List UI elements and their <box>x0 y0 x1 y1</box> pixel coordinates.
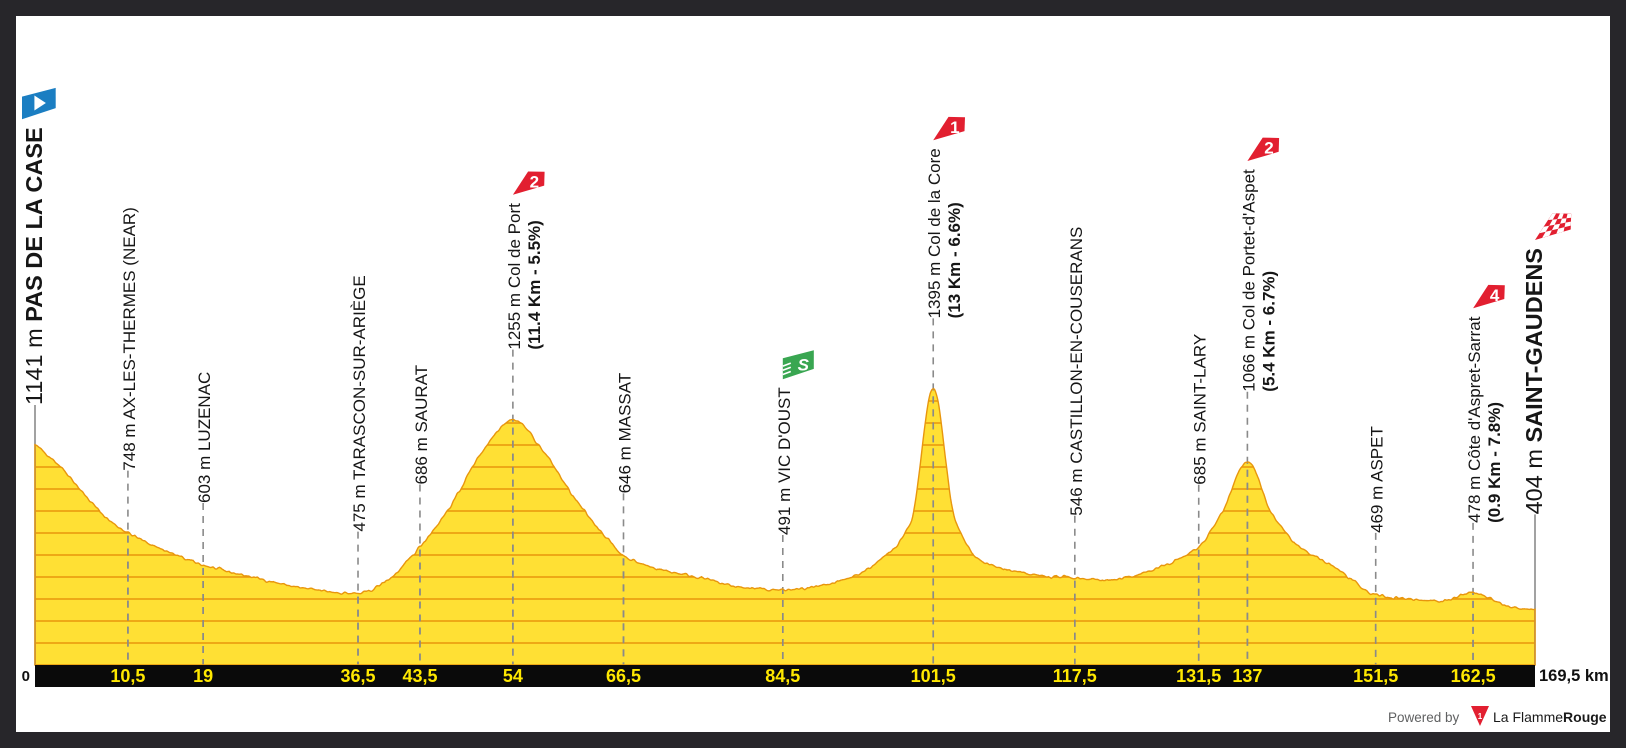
svg-text:117,5: 117,5 <box>1053 666 1097 686</box>
svg-text:748 m AX-LES-THERMES (NEAR): 748 m AX-LES-THERMES (NEAR) <box>120 207 139 471</box>
svg-text:(5.4 Km - 6.7%): (5.4 Km - 6.7%) <box>1259 271 1278 392</box>
svg-text:2: 2 <box>1264 139 1273 158</box>
svg-text:(13 Km - 6.6%): (13 Km - 6.6%) <box>945 202 964 318</box>
svg-text:475 m TARASCON-SUR-ARIÈGE: 475 m TARASCON-SUR-ARIÈGE <box>350 275 369 531</box>
svg-text:66,5: 66,5 <box>606 666 641 686</box>
svg-text:10,5: 10,5 <box>110 666 145 686</box>
svg-text:603 m LUZENAC: 603 m LUZENAC <box>195 372 214 503</box>
svg-text:137: 137 <box>1232 666 1262 686</box>
svg-text:151,5: 151,5 <box>1353 666 1398 686</box>
svg-text:404 m SAINT-GAUDENS: 404 m SAINT-GAUDENS <box>1521 248 1547 514</box>
svg-text:101,5: 101,5 <box>911 666 956 686</box>
svg-text:1: 1 <box>1478 712 1483 721</box>
svg-text:43,5: 43,5 <box>402 666 437 686</box>
svg-text:54: 54 <box>503 666 523 686</box>
svg-text:1066 m Col de Portet-d'Aspet: 1066 m Col de Portet-d'Aspet <box>1239 169 1258 392</box>
svg-text:169,5 km: 169,5 km <box>1539 667 1609 685</box>
svg-text:478 m Côte d'Aspret-Sarrat: 478 m Côte d'Aspret-Sarrat <box>1465 316 1484 523</box>
svg-text:1255 m Col de Port: 1255 m Col de Port <box>505 203 524 350</box>
svg-text:1141 m PAS DE LA CASE: 1141 m PAS DE LA CASE <box>21 127 47 405</box>
svg-text:La FlammeRouge: La FlammeRouge <box>1493 709 1607 725</box>
svg-text:469 m ASPET: 469 m ASPET <box>1368 426 1387 533</box>
svg-text:19: 19 <box>193 666 213 686</box>
svg-text:Powered by: Powered by <box>1388 710 1460 725</box>
svg-text:686 m SAURAT: 686 m SAURAT <box>412 365 431 485</box>
svg-text:0: 0 <box>22 668 30 685</box>
svg-text:491 m VIC D'OUST: 491 m VIC D'OUST <box>775 387 794 535</box>
svg-text:S: S <box>798 356 810 375</box>
svg-text:36,5: 36,5 <box>340 666 375 686</box>
svg-text:1395 m Col de la Core: 1395 m Col de la Core <box>925 148 944 318</box>
svg-text:(11.4 Km - 5.5%): (11.4 Km - 5.5%) <box>525 220 544 349</box>
svg-text:546 m CASTILLON-EN-COUSERANS: 546 m CASTILLON-EN-COUSERANS <box>1067 227 1086 516</box>
svg-text:2: 2 <box>530 173 539 192</box>
svg-text:646 m MASSAT: 646 m MASSAT <box>616 373 635 494</box>
svg-text:685 m SAINT-LARY: 685 m SAINT-LARY <box>1191 334 1210 485</box>
svg-text:162,5: 162,5 <box>1451 666 1496 686</box>
svg-text:131,5: 131,5 <box>1176 666 1221 686</box>
svg-text:84,5: 84,5 <box>765 666 800 686</box>
svg-text:(0.9 Km - 7.8%): (0.9 Km - 7.8%) <box>1485 402 1504 523</box>
svg-text:4: 4 <box>1490 286 1500 305</box>
svg-text:1: 1 <box>950 118 959 137</box>
